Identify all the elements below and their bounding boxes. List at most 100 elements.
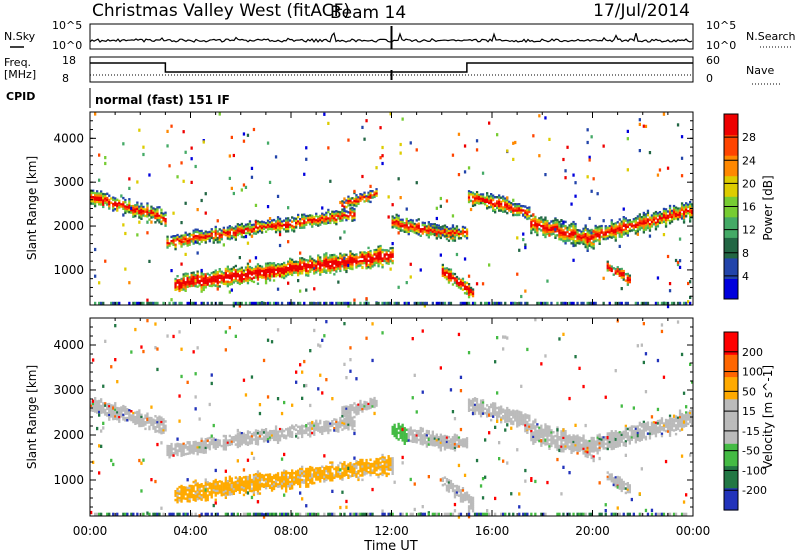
heatmap-cell (208, 273, 211, 277)
heatmap-ground (148, 301, 151, 305)
heatmap-cell (303, 260, 306, 263)
heatmap-cell (140, 211, 143, 214)
heatmap-cell (323, 270, 326, 273)
heatmap-cell (536, 225, 539, 228)
heatmap-cell (184, 446, 187, 449)
heatmap-cell (190, 493, 193, 497)
heatmap-cell (138, 205, 141, 208)
heatmap-cell (234, 485, 237, 488)
heatmap-cell (150, 209, 153, 213)
heatmap-ground (230, 512, 233, 516)
heatmap-cell (516, 205, 519, 208)
heatmap-speckle (262, 513, 266, 517)
heatmap-cell (228, 270, 231, 273)
heatmap-cell (278, 217, 282, 221)
heatmap-cell (369, 249, 372, 253)
heatmap-cell (240, 233, 243, 236)
heatmap-cell (498, 194, 501, 197)
heatmap-cell (196, 285, 199, 288)
heatmap-cell (210, 228, 213, 231)
heatmap-cell (122, 407, 125, 410)
heatmap-cell (293, 267, 296, 270)
heatmap-cell (610, 269, 613, 273)
heatmap-cell (407, 222, 410, 225)
heatmap-cell (580, 241, 583, 244)
heatmap-ground (287, 301, 290, 305)
heatmap-speckle (138, 458, 141, 463)
heatmap-cell (266, 433, 270, 437)
heatmap-cell (270, 270, 274, 274)
heatmap-cell (471, 191, 475, 195)
heatmap-cell (266, 484, 270, 488)
heatmap-cell (544, 225, 547, 228)
heatmap-cell (134, 204, 137, 207)
heatmap-cell (285, 487, 288, 491)
heatmap-cell (327, 425, 330, 428)
heatmap-cell (174, 237, 177, 240)
heatmap-cell (526, 217, 529, 221)
heatmap-speckle (662, 233, 666, 237)
heatmap-cell (463, 281, 467, 284)
heatmap-cell (220, 270, 223, 273)
heatmap-cell (453, 272, 457, 276)
heatmap-cell (562, 229, 565, 232)
heatmap-speckle (566, 145, 569, 149)
heatmap-speckle (224, 348, 227, 352)
heatmap-cell (361, 262, 364, 265)
heatmap-speckle (142, 152, 145, 157)
heatmap-speckle (146, 417, 149, 421)
heatmap-cell (184, 233, 187, 237)
heatmap-cell (230, 477, 233, 480)
heatmap-cell (122, 205, 125, 208)
heatmap-cell (94, 408, 97, 411)
heatmap-cell (138, 214, 141, 217)
heatmap-cell (371, 256, 374, 259)
heatmap-cell (391, 219, 394, 223)
heatmap-cell (311, 431, 314, 435)
heatmap-cell (303, 224, 306, 227)
heatmap-cell (232, 488, 235, 491)
heatmap-cell (309, 470, 312, 473)
heatmap-cell (584, 245, 587, 249)
heatmap-cell (564, 242, 567, 245)
heatmap-cell (202, 232, 205, 235)
heatmap-cell (303, 258, 306, 261)
heatmap-cell (264, 432, 268, 435)
heatmap-speckle (186, 380, 189, 384)
heatmap-speckle (244, 235, 248, 239)
heatmap-cell (365, 458, 368, 462)
heatmap-cell (246, 484, 250, 488)
heatmap-cell (307, 426, 310, 430)
heatmap-cell (156, 425, 159, 428)
heatmap-cell (96, 196, 99, 199)
heatmap-cell (648, 218, 652, 222)
heatmap-cell (220, 274, 223, 278)
heatmap-cell (256, 440, 260, 444)
freq-unit-label: [MHz] (4, 68, 36, 81)
heatmap-cell (246, 443, 250, 446)
heatmap-cell (174, 284, 177, 287)
heatmap-cell (176, 287, 179, 291)
heatmap-cell (94, 198, 97, 201)
heatmap-cell (148, 419, 151, 422)
heatmap-speckle (212, 423, 215, 428)
heatmap-cell (524, 209, 527, 213)
heatmap-cell (202, 442, 205, 446)
heatmap-cell (182, 273, 185, 276)
heatmap-cell (166, 453, 169, 457)
heatmap-cell (341, 471, 344, 475)
heatmap-cell (285, 483, 288, 486)
heatmap-ground (244, 301, 248, 305)
heatmap-cell (451, 232, 455, 235)
heatmap-cell (606, 260, 609, 263)
heatmap-cell (246, 264, 250, 268)
heatmap-cell (118, 206, 121, 209)
heatmap-ground (136, 301, 139, 305)
heatmap-cell (445, 226, 449, 229)
heatmap-cell (291, 258, 294, 262)
heatmap-cell (582, 234, 585, 237)
heatmap-cell (186, 452, 189, 455)
heatmap-cell (309, 220, 312, 224)
heatmap-cell (441, 234, 444, 237)
heatmap-cell (349, 209, 352, 212)
